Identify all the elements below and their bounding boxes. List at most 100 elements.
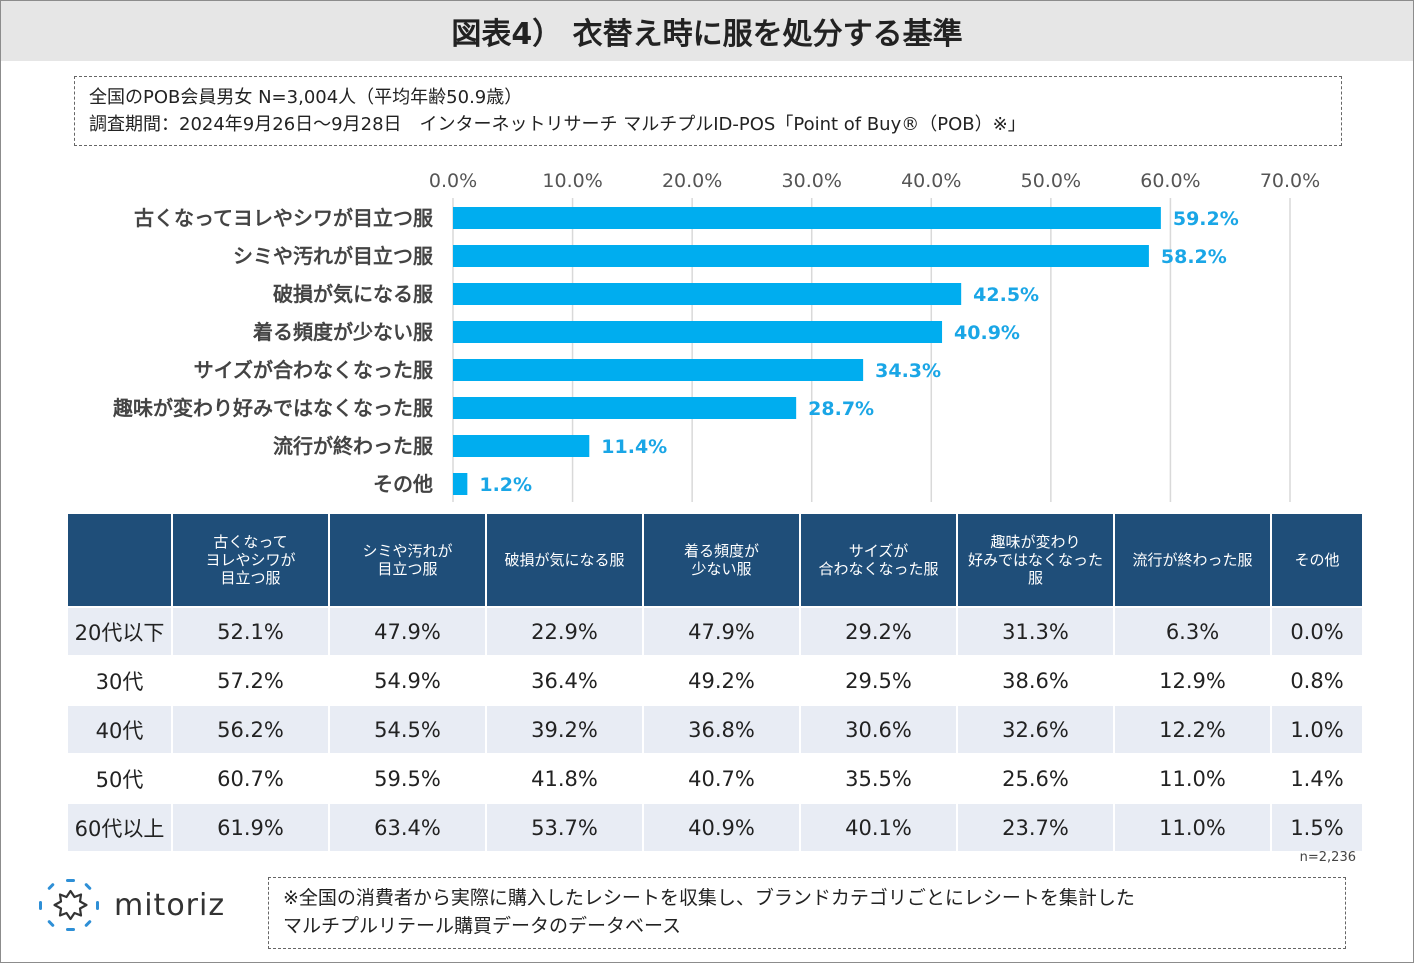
table-cell: 35.5%	[799, 753, 957, 803]
bar	[453, 473, 468, 495]
x-tick-label: 10.0%	[542, 170, 602, 192]
category-label: 着る頻度が少ない服	[252, 320, 434, 344]
value-label: 40.9%	[954, 322, 1020, 344]
x-tick-label: 50.0%	[1021, 170, 1081, 192]
table-column-header: 着る頻度が 少ない服	[642, 514, 800, 607]
table-cell: 57.2%	[171, 655, 329, 705]
table-cell: 12.9%	[1113, 655, 1271, 705]
category-label: シミや汚れが目立つ服	[233, 244, 434, 268]
table-cell: 47.9%	[328, 606, 486, 656]
bar	[453, 321, 943, 343]
table-cell: 49.2%	[642, 655, 800, 705]
table-cell: 1.5%	[1270, 802, 1362, 851]
table-cell: 63.4%	[328, 802, 486, 851]
bar	[453, 207, 1161, 229]
value-label: 1.2%	[479, 474, 532, 496]
footnote-line-1: ※全国の消費者から実際に購入したレシートを収集し、ブランドカテゴリごとにレシート…	[283, 887, 1135, 909]
table-row: 30代 57.2% 54.9% 36.4% 49.2% 29.5% 38.6% 12.9% 0.…	[68, 655, 1362, 705]
table-cell: 12.2%	[1113, 704, 1271, 754]
bar	[453, 397, 797, 419]
table-cell: 23.7%	[956, 802, 1114, 851]
table-cell: 61.9%	[171, 802, 329, 851]
table-cell: 59.5%	[328, 753, 486, 803]
bar	[453, 435, 590, 457]
x-tick-label: 20.0%	[662, 170, 722, 192]
table-column-header: 古くなって ヨレやシワが 目立つ服	[171, 514, 329, 607]
table-column-header: サイズが 合わなくなった服	[799, 514, 957, 607]
value-label: 34.3%	[875, 360, 941, 382]
table-column-header: 破損が気になる服	[485, 514, 643, 607]
table-cell: 38.6%	[956, 655, 1114, 705]
footnote-line-2: マルチプルリテール購買データのデータベース	[283, 915, 682, 937]
table-column-header: その他	[1270, 514, 1362, 607]
table-cell: 25.6%	[956, 753, 1114, 803]
table-row: 20代以下 52.1% 47.9% 22.9% 47.9% 29.2% 31.3% 6.3% 0…	[68, 606, 1362, 656]
table-cell: 52.1%	[171, 606, 329, 656]
row-label-age-group: 40代	[68, 704, 172, 754]
table-cell: 40.7%	[642, 753, 800, 803]
bar	[453, 359, 864, 381]
table-cell: 60.7%	[171, 753, 329, 803]
table-cell: 40.1%	[799, 802, 957, 851]
category-label: その他	[373, 472, 433, 496]
value-label: 11.4%	[601, 436, 667, 458]
table-cell: 29.5%	[799, 655, 957, 705]
row-label-age-group: 50代	[68, 753, 172, 803]
x-tick-label: 30.0%	[782, 170, 842, 192]
survey-info-line-1: 全国のPOB会員男女 N=3,004人（平均年齢50.9歳）	[89, 87, 523, 108]
table-row: 60代以上 61.9% 63.4% 53.7% 40.9% 40.1% 23.7% 11.0%…	[68, 802, 1362, 851]
table-column-header: シミや汚れが 目立つ服	[328, 514, 486, 607]
row-label-age-group: 20代以下	[68, 606, 172, 656]
table-column-header: 流行が終わった服	[1113, 514, 1271, 607]
table-cell: 1.0%	[1270, 704, 1362, 754]
value-label: 42.5%	[973, 284, 1039, 306]
table-cell: 22.9%	[485, 606, 643, 656]
age-breakdown-table: 古くなって ヨレやシワが 目立つ服 シミや汚れが 目立つ服 破損が気になる服 着る頻度…	[68, 514, 1362, 851]
table-corner-cell	[68, 514, 172, 607]
mitoriz-logo: mitoriz	[36, 877, 225, 933]
category-label: サイズが合わなくなった服	[194, 358, 434, 382]
table-cell: 47.9%	[642, 606, 800, 656]
table-cell: 6.3%	[1113, 606, 1271, 656]
value-label: 58.2%	[1161, 246, 1227, 268]
x-tick-label: 40.0%	[901, 170, 961, 192]
table-cell: 36.8%	[642, 704, 800, 754]
table-cell: 29.2%	[799, 606, 957, 656]
table-cell: 0.8%	[1270, 655, 1362, 705]
table-cell: 31.3%	[956, 606, 1114, 656]
mitoriz-star-logo-icon	[39, 879, 99, 931]
table-cell: 32.6%	[956, 704, 1114, 754]
table-cell: 54.9%	[328, 655, 486, 705]
table-cell: 39.2%	[485, 704, 643, 754]
table-cell: 54.5%	[328, 704, 486, 754]
table-cell: 36.4%	[485, 655, 643, 705]
bar	[453, 245, 1149, 267]
table-row: 50代 60.7% 59.5% 41.8% 40.7% 35.5% 25.6% 11.0% 1.…	[68, 753, 1362, 803]
category-label: 古くなってヨレやシワが目立つ服	[134, 206, 434, 230]
value-label: 28.7%	[808, 398, 874, 420]
survey-info-line-2: 調査期間：2024年9月26日～9月28日 インターネットリサーチ マルチプルI…	[89, 114, 1026, 135]
table-cell: 0.0%	[1270, 606, 1362, 656]
table-cell: 11.0%	[1113, 802, 1271, 851]
table-cell: 11.0%	[1113, 753, 1271, 803]
bar	[453, 283, 962, 305]
category-label: 趣味が変わり好みではなくなった服	[112, 396, 434, 420]
x-tick-label: 60.0%	[1140, 170, 1200, 192]
category-label: 破損が気になる服	[273, 282, 434, 306]
row-label-age-group: 60代以上	[68, 802, 172, 851]
x-tick-label: 70.0%	[1260, 170, 1320, 192]
table-row: 40代 56.2% 54.5% 39.2% 36.8% 30.6% 32.6% 12.2% 1.…	[68, 704, 1362, 754]
table-column-header: 趣味が変わり 好みではなくなった 服	[956, 514, 1114, 607]
figure-title: 図表4） 衣替え時に服を処分する基準	[1, 1, 1413, 61]
x-tick-label: 0.0%	[429, 170, 477, 192]
logo-text: mitoriz	[114, 887, 226, 923]
table-cell: 40.9%	[642, 802, 800, 851]
table-cell: 1.4%	[1270, 753, 1362, 803]
table-header-row: 古くなって ヨレやシワが 目立つ服 シミや汚れが 目立つ服 破損が気になる服 着る頻度…	[68, 514, 1362, 607]
survey-info-box: 全国のPOB会員男女 N=3,004人（平均年齢50.9歳） 調査期間：2024…	[74, 76, 1342, 146]
table-cell: 41.8%	[485, 753, 643, 803]
table-cell: 53.7%	[485, 802, 643, 851]
footnote-box: ※全国の消費者から実際に購入したレシートを収集し、ブランドカテゴリごとにレシート…	[268, 877, 1346, 949]
row-label-age-group: 30代	[68, 655, 172, 705]
